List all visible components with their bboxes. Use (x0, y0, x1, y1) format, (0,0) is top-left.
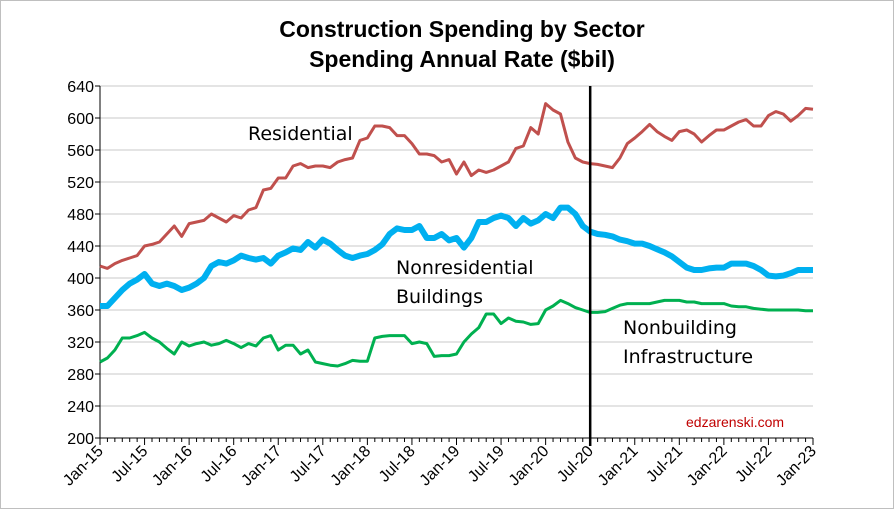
series-line (100, 204, 813, 309)
annotation: Residential (248, 123, 353, 145)
y-tick-label: 560 (67, 143, 94, 160)
y-tick-label: 600 (67, 111, 94, 128)
y-tick-label: 320 (67, 335, 94, 352)
y-tick-label: 440 (67, 239, 94, 256)
chart-title: Construction Spending by Sector (279, 16, 645, 42)
annotation: Infrastructure (623, 346, 753, 368)
annotation: Nonresidential (396, 257, 534, 279)
y-tick-label: 200 (67, 431, 94, 448)
series-line (99, 102, 814, 270)
y-tick-label: 480 (67, 207, 94, 224)
credit: edzarenski.com (686, 414, 784, 430)
y-tick-label: 360 (67, 303, 94, 320)
series-line (99, 298, 813, 368)
y-tick-label: 640 (67, 79, 94, 96)
y-tick-label: 400 (67, 271, 94, 288)
annotation: Buildings (396, 286, 483, 308)
annotation: Nonbuilding (623, 317, 737, 339)
y-tick-label: 520 (67, 175, 94, 192)
y-tick-label: 280 (67, 367, 94, 384)
chart-subtitle: Spending Annual Rate ($bil) (309, 46, 615, 72)
y-tick-label: 240 (67, 399, 94, 416)
